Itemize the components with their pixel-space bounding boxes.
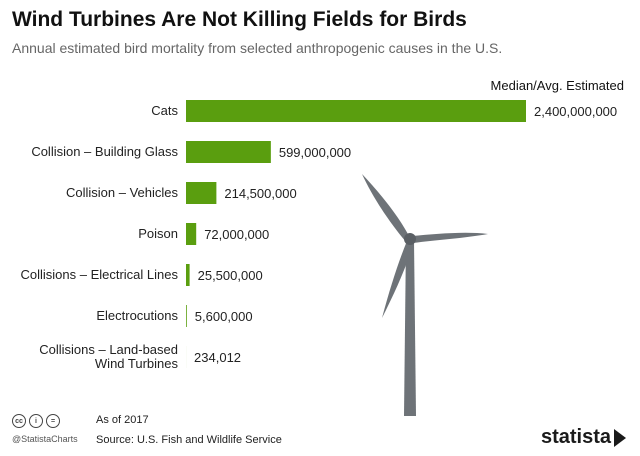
value-label-0: 2,400,000,000 [534,104,617,119]
social-handle[interactable]: @StatistaCharts [12,434,78,444]
bar-3 [186,223,197,245]
value-label-1: 599,000,000 [279,145,351,160]
category-label-1: Collision – Building Glass [31,144,178,159]
statista-logo[interactable]: statista [541,426,626,449]
chart-subtitle: Annual estimated bird mortality from sel… [12,40,503,56]
bar-1 [186,141,271,163]
category-label-0: Cats [151,103,178,118]
value-label-3: 72,000,000 [204,227,269,242]
value-label-5: 5,600,000 [195,309,253,324]
column-header: Median/Avg. Estimated [490,78,624,93]
chart-title: Wind Turbines Are Not Killing Fields for… [12,8,467,31]
bar-4 [186,264,190,286]
bar-0 [186,100,526,122]
as-of-date: As of 2017 [96,414,149,426]
wind-turbine-icon [362,174,488,416]
category-label-4: Collisions – Electrical Lines [20,267,178,282]
category-label-2: Collision – Vehicles [66,185,179,200]
source-note: Source: U.S. Fish and Wildlife Service [96,434,282,446]
statista-arrow-icon [614,428,626,447]
brand-name: statista [540,426,611,448]
category-label-6: Collisions – Land-based Wind Turbines [39,342,178,371]
category-label-5: Electrocutions [96,308,178,323]
value-label-4: 25,500,000 [198,268,263,283]
value-label-6: 234,012 [194,350,241,365]
bar-5 [186,305,187,327]
no-derivatives-icon[interactable]: = [46,414,60,428]
attribution-icon[interactable]: i [29,414,43,428]
creative-commons-icon[interactable]: cc [12,414,26,428]
category-label-3: Poison [138,226,178,241]
bar-2 [186,182,217,204]
value-label-2: 214,500,000 [224,186,296,201]
footer: cc i = @StatistaCharts As of 2017 Source… [12,412,628,452]
license-icons: cc i = [12,414,60,428]
